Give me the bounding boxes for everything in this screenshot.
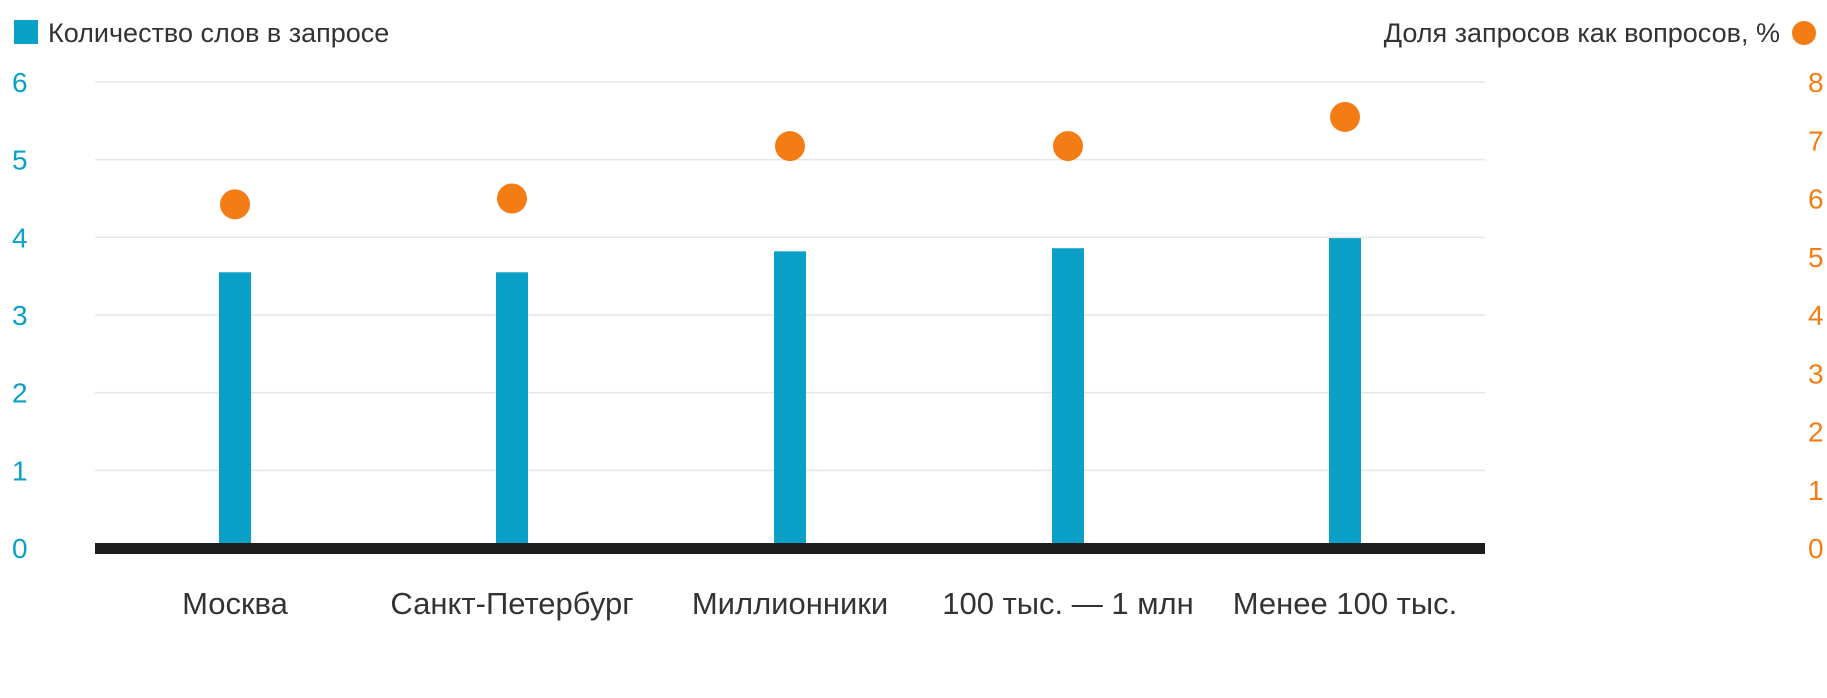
category-label: Москва	[182, 586, 289, 621]
right-tick-label: 6	[1808, 184, 1824, 215]
bar	[219, 272, 251, 548]
left-tick-label: 1	[12, 455, 28, 486]
bar	[774, 251, 806, 548]
bar-series	[219, 238, 1361, 549]
right-tick-label: 5	[1808, 242, 1824, 273]
left-tick-label: 4	[12, 222, 28, 253]
right-tick-label: 2	[1808, 417, 1824, 448]
right-tick-label: 1	[1808, 475, 1824, 506]
left-tick-label: 5	[12, 145, 28, 176]
legend-label-questions: Доля запросов как вопросов, %	[1384, 18, 1780, 48]
data-point	[1330, 101, 1360, 132]
dot-series	[220, 101, 1360, 220]
left-tick-label: 3	[12, 300, 28, 331]
category-label: 100 тыс. — 1 млн	[942, 586, 1194, 621]
legend-swatch-words	[14, 20, 38, 44]
x-axis-line	[95, 543, 1485, 554]
category-label: Миллионники	[692, 586, 888, 621]
right-tick-label: 4	[1808, 300, 1824, 331]
left-axis: 0 1 2 3 4 5 6	[12, 67, 28, 564]
data-point	[220, 189, 250, 220]
right-axis: 0 1 2 3 4 5 6 7 8	[1808, 67, 1824, 564]
baseline	[95, 543, 1485, 554]
left-tick-label: 6	[12, 67, 28, 98]
data-point	[775, 131, 805, 162]
legend-swatch-questions	[1792, 21, 1816, 45]
data-point	[1053, 131, 1083, 162]
right-tick-label: 0	[1808, 533, 1824, 564]
legend-label-words: Количество слов в запросе	[48, 18, 389, 48]
data-point	[497, 183, 527, 214]
right-tick-label: 8	[1808, 67, 1824, 98]
category-label: Менее 100 тыс.	[1233, 586, 1458, 621]
left-tick-label: 2	[12, 378, 28, 409]
category-label: Санкт-Петербург	[390, 586, 633, 621]
bar	[1052, 248, 1084, 548]
bar	[1329, 238, 1361, 549]
legend: Количество слов в запросе Доля запросов …	[14, 18, 1816, 48]
bar	[496, 272, 528, 548]
right-tick-label: 7	[1808, 125, 1824, 156]
left-tick-label: 0	[12, 533, 28, 564]
right-tick-label: 3	[1808, 358, 1824, 389]
category-labels: Москва Санкт-Петербург Миллионники 100 тыс.…	[182, 586, 1457, 621]
